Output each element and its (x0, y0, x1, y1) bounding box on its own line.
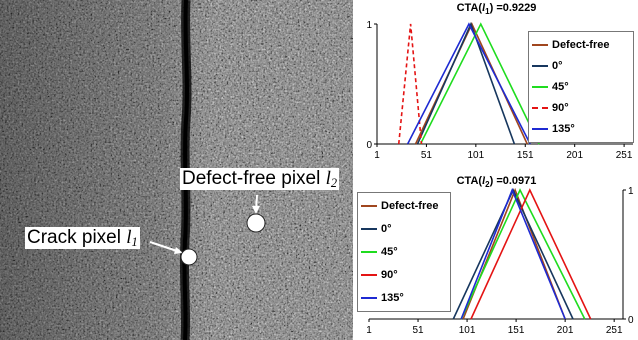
series-line (406, 22, 531, 145)
defect-free-pixel-callout: Defect-free pixel l2 (180, 168, 340, 191)
x-tick-label: 201 (566, 150, 583, 161)
legend-swatch (532, 86, 548, 88)
x-tick-label: 1 (374, 150, 380, 161)
y-tick-label: 1 (366, 20, 372, 31)
chart-title-l2-suffix: ) =0.0971 (489, 175, 537, 187)
x-tick-label: 251 (606, 325, 623, 336)
legend-swatch (361, 297, 377, 299)
series-line (397, 23, 423, 145)
x-tick-label: 1 (366, 325, 372, 336)
x-tick-label: 101 (467, 150, 484, 161)
y-tick-label: 0 (366, 140, 372, 151)
legend-entry: 90° (361, 268, 398, 282)
crack-pixel-subscript: 1 (131, 235, 138, 250)
legend-swatch (532, 128, 548, 130)
chart-legend-l2: Defect-free 0° 45° 90° 135° (357, 192, 451, 312)
defect-free-pixel-arrowhead (252, 206, 260, 214)
series-line (470, 188, 592, 320)
legend-swatch (361, 205, 377, 207)
legend-swatch (361, 274, 377, 276)
crack-pixel-arrowhead (174, 247, 183, 254)
legend-swatch (532, 65, 548, 67)
crack-pixel-symbol: l (126, 227, 132, 248)
legend-swatch (532, 107, 548, 109)
x-tick-label: 151 (517, 150, 534, 161)
legend-entry: 90° (532, 101, 569, 115)
chart-title-l2: CTA(l2) =0.0971 (355, 175, 638, 189)
legend-label: 0° (381, 223, 392, 235)
chart-title-l2-symbol: l (482, 175, 486, 187)
x-tick-label: 251 (616, 150, 633, 161)
series-line (460, 188, 586, 320)
legend-label: 135° (552, 123, 575, 135)
crack-pixel-callout: Crack pixel l1 (25, 227, 140, 250)
legend-entry: Defect-free (532, 38, 609, 52)
legend-entry: Defect-free (361, 199, 438, 213)
crack-pixel-label: Crack pixel (27, 227, 121, 248)
y-tick-label: 1 (628, 186, 634, 197)
defect-free-pixel-symbol: l (325, 168, 331, 189)
series-line (452, 188, 574, 320)
chart-title-l2-subscript: 2 (485, 180, 490, 190)
legend-entry: 135° (361, 291, 404, 305)
chart-title-l2-prefix: CTA( (456, 175, 483, 187)
series-line (460, 187, 566, 320)
chart-panel-l2: CTA(l2) =0.0971 1 51 101 151 201 251 0 1 Defect… (355, 174, 638, 340)
legend-label: 0° (552, 60, 563, 72)
legend-entry: 45° (361, 245, 398, 259)
chart-panel-l1: CTA(l1) =0.9229 1 51 101 151 201 251 0 1 Defect… (355, 0, 638, 170)
legend-label: 45° (381, 246, 398, 258)
x-tick-label: 151 (508, 325, 525, 336)
legend-label: Defect-free (552, 39, 610, 51)
x-tick-label: 101 (459, 325, 476, 336)
legend-label: 135° (381, 292, 404, 304)
chart-title-l1-suffix: ) =0.9229 (489, 2, 537, 14)
legend-entry: 45° (532, 80, 569, 94)
legend-label: 45° (552, 81, 569, 93)
legend-entry: 135° (532, 122, 575, 136)
legend-entry: 0° (361, 222, 392, 236)
legend-swatch (361, 228, 377, 230)
legend-swatch (532, 44, 548, 46)
legend-entry: 0° (532, 59, 563, 73)
series-line (414, 22, 528, 145)
chart-title-l1: CTA(l1) =0.9229 (355, 2, 638, 16)
legend-label: Defect-free (381, 200, 439, 212)
series-line (416, 21, 516, 145)
legend-swatch (361, 251, 377, 253)
series-line (462, 187, 566, 320)
defect-free-pixel-subscript: 2 (330, 176, 338, 191)
x-tick-label: 51 (412, 325, 424, 336)
chart-title-l1-symbol: l (482, 2, 486, 14)
defect-free-pixel-label: Defect-free pixel (182, 168, 321, 189)
legend-label: 90° (552, 102, 569, 114)
crack-pixel-arrow (149, 241, 181, 253)
x-tick-label: 201 (557, 325, 574, 336)
crack-pixel-marker (180, 248, 198, 266)
x-tick-label: 51 (421, 150, 433, 161)
chart-legend-l1: Defect-free 0° 45° 90° 135° (528, 31, 634, 143)
defect-free-pixel-marker (246, 213, 266, 233)
y-tick-label: 0 (628, 315, 634, 326)
legend-label: 90° (381, 269, 398, 281)
series-line (419, 22, 540, 145)
chart-title-l1-prefix: CTA( (456, 2, 483, 14)
chart-title-l1-subscript: 1 (485, 7, 490, 17)
